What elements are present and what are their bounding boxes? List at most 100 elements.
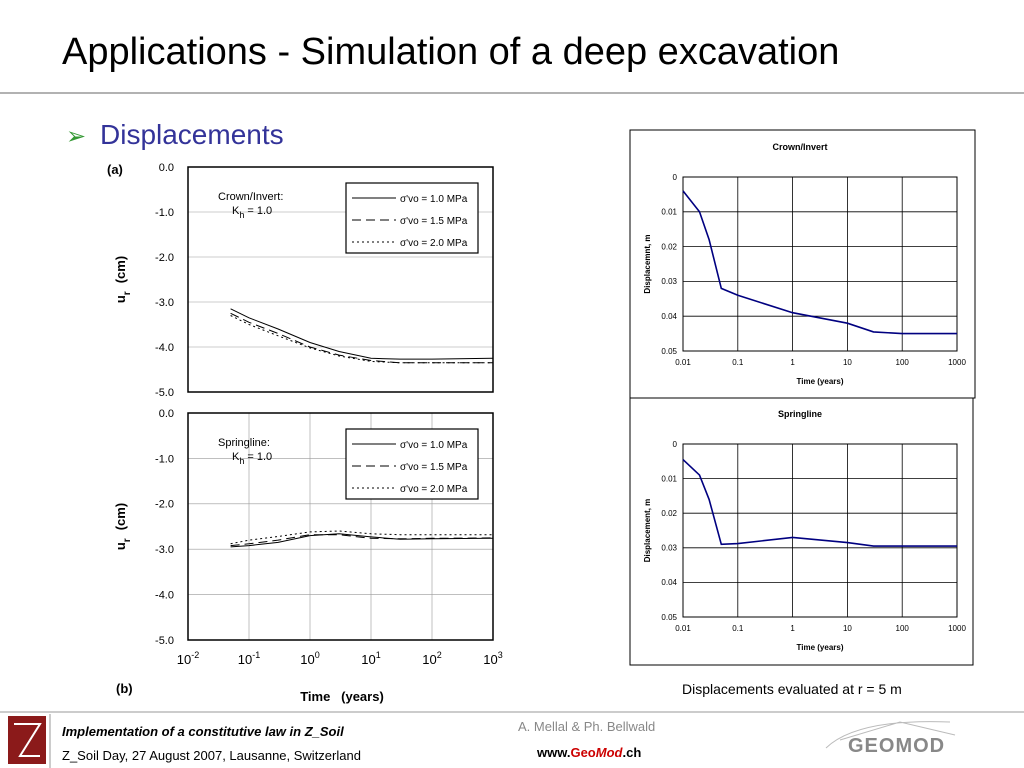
y-tick-label: 0.05: [661, 347, 677, 356]
legend-label: σ'vo = 1.5 MPa: [400, 462, 468, 473]
y-tick-label: 0.02: [661, 242, 677, 251]
y-tick-label: -1.0: [155, 453, 174, 465]
x-tick-label: 10-2: [177, 650, 199, 667]
tick-base: 10: [361, 652, 375, 667]
y-tick-label: 0.04: [661, 312, 677, 321]
x-tick-label: 1: [790, 358, 795, 367]
tick-base: 10: [238, 652, 252, 667]
x-tick-label: 100: [300, 650, 319, 667]
annotation-k: K: [232, 451, 240, 463]
tick-exponent: -1: [252, 650, 260, 660]
y-axis-label: ur (cm): [113, 256, 133, 303]
web-part: www.: [536, 745, 570, 760]
legend-box: [345, 428, 479, 500]
legend-label: σ'vo = 1.0 MPa: [400, 194, 468, 205]
y-tick-label: -4.0: [155, 589, 174, 601]
plot-frame: [187, 166, 494, 393]
x-tick-label: 1000: [948, 358, 966, 367]
y-tick-label: -3.0: [155, 544, 174, 556]
legend-label: σ'vo = 2.0 MPa: [400, 238, 468, 249]
y-tick-label: 0.04: [661, 578, 677, 587]
tick-base: 10: [177, 652, 191, 667]
slide-title: Applications - Simulation of a deep exca…: [62, 31, 839, 73]
series-line: [230, 308, 494, 360]
tick-base: 10: [300, 652, 314, 667]
annotation-sub: h: [239, 210, 244, 220]
y-label-sub: r: [122, 538, 133, 542]
series-line: [230, 312, 493, 364]
tick-exponent: -2: [191, 650, 199, 660]
y-tick-label: 0.03: [661, 277, 677, 286]
x-tick-label: 10-1: [238, 650, 260, 667]
y-tick-label: 0.05: [661, 613, 677, 622]
y-tick-label: 0: [673, 173, 678, 182]
chart-frame: [629, 397, 974, 666]
y-label-unit: (cm): [113, 256, 128, 283]
annotation-sub: h: [239, 456, 244, 466]
x-axis-label: Time (years): [797, 377, 844, 386]
geomod-logo: GEOMOD: [848, 735, 945, 757]
y-tick-label: -2.0: [155, 252, 174, 264]
tick-base: 10: [483, 652, 497, 667]
y-tick-label: 0.02: [661, 509, 677, 518]
y-label-unit: (cm): [113, 503, 128, 530]
tick-exponent: 0: [315, 650, 320, 660]
x-tick-label: 100: [896, 358, 910, 367]
x-tick-label: 1: [790, 624, 795, 633]
logo-swoosh: [825, 721, 956, 749]
web-part: Mod: [596, 745, 624, 760]
y-tick-label: -4.0: [155, 342, 174, 354]
web-part: .ch: [622, 745, 641, 760]
y-tick-label: 0.01: [661, 208, 677, 217]
series-line: [230, 533, 494, 548]
y-tick-label: -5.0: [155, 635, 174, 647]
y-tick-label: 0.03: [661, 544, 677, 553]
x-tick-label: 103: [483, 650, 502, 667]
annotation-k: K: [232, 205, 240, 217]
caption: Displacements evaluated at r = 5 m: [682, 681, 902, 697]
annotation-value: = 1.0: [247, 205, 272, 217]
chart-title: Springline: [778, 409, 822, 419]
x-tick-label: 101: [361, 650, 380, 667]
series-line: [682, 190, 957, 335]
tick-exponent: 1: [376, 650, 381, 660]
x-axis-label: Time (years): [300, 689, 384, 704]
y-axis-label: Displacemnt, m: [643, 234, 652, 293]
y-label-main: u: [113, 542, 128, 550]
y-label-sub: r: [122, 291, 133, 295]
footer-line2: Z_Soil Day, 27 August 2007, Lausanne, Sw…: [62, 748, 361, 763]
tick-base: 10: [422, 652, 436, 667]
series-line: [230, 530, 493, 545]
x-tick-label: 0.1: [732, 358, 744, 367]
x-tick-label: 100: [896, 624, 910, 633]
footer-authors: A. Mellal & Ph. Bellwald: [518, 719, 655, 734]
x-tick-label: 0.01: [675, 624, 691, 633]
panel-label: (b): [116, 681, 133, 696]
y-label-main: u: [113, 295, 128, 303]
legend-box: [345, 182, 479, 254]
tick-exponent: 2: [437, 650, 442, 660]
logo-mark: [14, 723, 42, 757]
annotation: Kh = 1.0: [232, 451, 272, 466]
y-tick-label: 0.01: [661, 474, 677, 483]
y-tick-label: -5.0: [155, 387, 174, 399]
x-tick-label: 1000: [948, 624, 966, 633]
y-tick-label: 0.0: [159, 408, 174, 420]
legend-label: σ'vo = 1.5 MPa: [400, 216, 468, 227]
x-axis-label: Time (years): [797, 643, 844, 652]
y-tick-label: -1.0: [155, 207, 174, 219]
annotation-value: = 1.0: [247, 451, 272, 463]
plot-frame: [187, 412, 494, 641]
legend-label: σ'vo = 2.0 MPa: [400, 484, 468, 495]
y-tick-label: -2.0: [155, 499, 174, 511]
x-tick-label: 0.01: [675, 358, 691, 367]
footer-website: www.GeoMod.ch: [536, 745, 641, 760]
bullet-arrow: ➢: [66, 123, 86, 150]
annotation: Crown/Invert:: [218, 191, 283, 203]
y-axis-label: ur (cm): [113, 503, 133, 550]
plot-frame: [682, 443, 958, 618]
y-tick-label: 0: [673, 440, 678, 449]
legend-label: σ'vo = 1.0 MPa: [400, 440, 468, 451]
